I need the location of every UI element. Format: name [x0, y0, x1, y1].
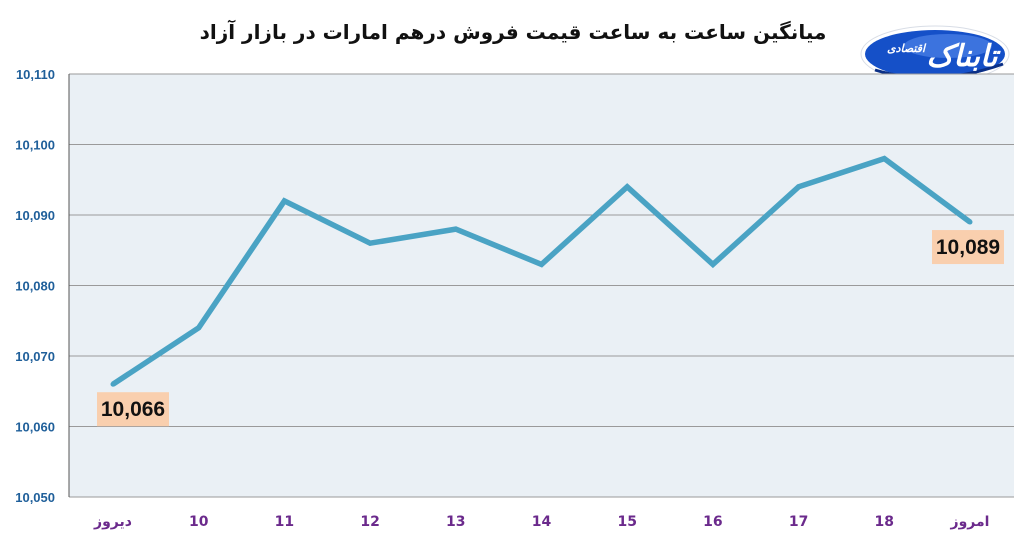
y-tick-label: 10,060	[15, 420, 55, 435]
y-tick-label: 10,080	[15, 279, 55, 294]
data-point	[110, 381, 116, 387]
x-tick-label: امروز	[950, 514, 990, 530]
data-label: 10,066	[101, 398, 165, 421]
data-labels: 10,066 10,089	[97, 230, 1004, 427]
data-point	[881, 156, 887, 162]
y-tick-label: 10,050	[15, 490, 55, 505]
data-point	[453, 226, 459, 232]
data-label: 10,089	[936, 236, 1000, 259]
y-tick-label: 10,100	[15, 138, 55, 153]
y-tick-label: 10,090	[15, 208, 55, 223]
data-point	[710, 261, 716, 267]
logo-subtext: اقتصادی	[887, 42, 927, 55]
x-tick-label: 13	[446, 514, 465, 530]
y-tick-label: 10,110	[16, 67, 55, 82]
x-tick-label: 10	[189, 514, 209, 530]
data-point	[796, 184, 802, 190]
y-tick-label: 10,070	[15, 349, 55, 364]
data-point	[624, 184, 630, 190]
x-tick-label: دیروز	[93, 514, 132, 530]
x-tick-label: 17	[789, 514, 808, 530]
data-points	[110, 156, 973, 387]
tabnak-logo-icon: تابناک اقتصادی	[860, 25, 1010, 83]
x-tick-label: 12	[360, 514, 379, 530]
data-point	[539, 261, 544, 267]
x-tick-label: 14	[532, 514, 552, 530]
data-point	[196, 325, 202, 331]
data-point	[967, 219, 973, 225]
logo-text: تابناک	[927, 39, 1002, 74]
y-axis: 10,050 10,060 10,070 10,080 10,090 10,100 10,1…	[15, 67, 70, 505]
data-point	[281, 198, 287, 204]
data-label-box	[97, 392, 169, 427]
x-axis: دیروز 10 11 12 13 14 15 16 17 18 امروز	[93, 514, 989, 530]
x-tick-label: 11	[275, 514, 294, 530]
x-tick-label: 15	[617, 514, 636, 530]
x-tick-label: 16	[703, 514, 722, 530]
x-tick-label: 18	[875, 514, 894, 530]
data-label-box	[932, 230, 1004, 265]
chart-title: میانگین ساعت به ساعت قیمت فروش درهم امار…	[200, 19, 827, 44]
data-point	[367, 240, 373, 246]
